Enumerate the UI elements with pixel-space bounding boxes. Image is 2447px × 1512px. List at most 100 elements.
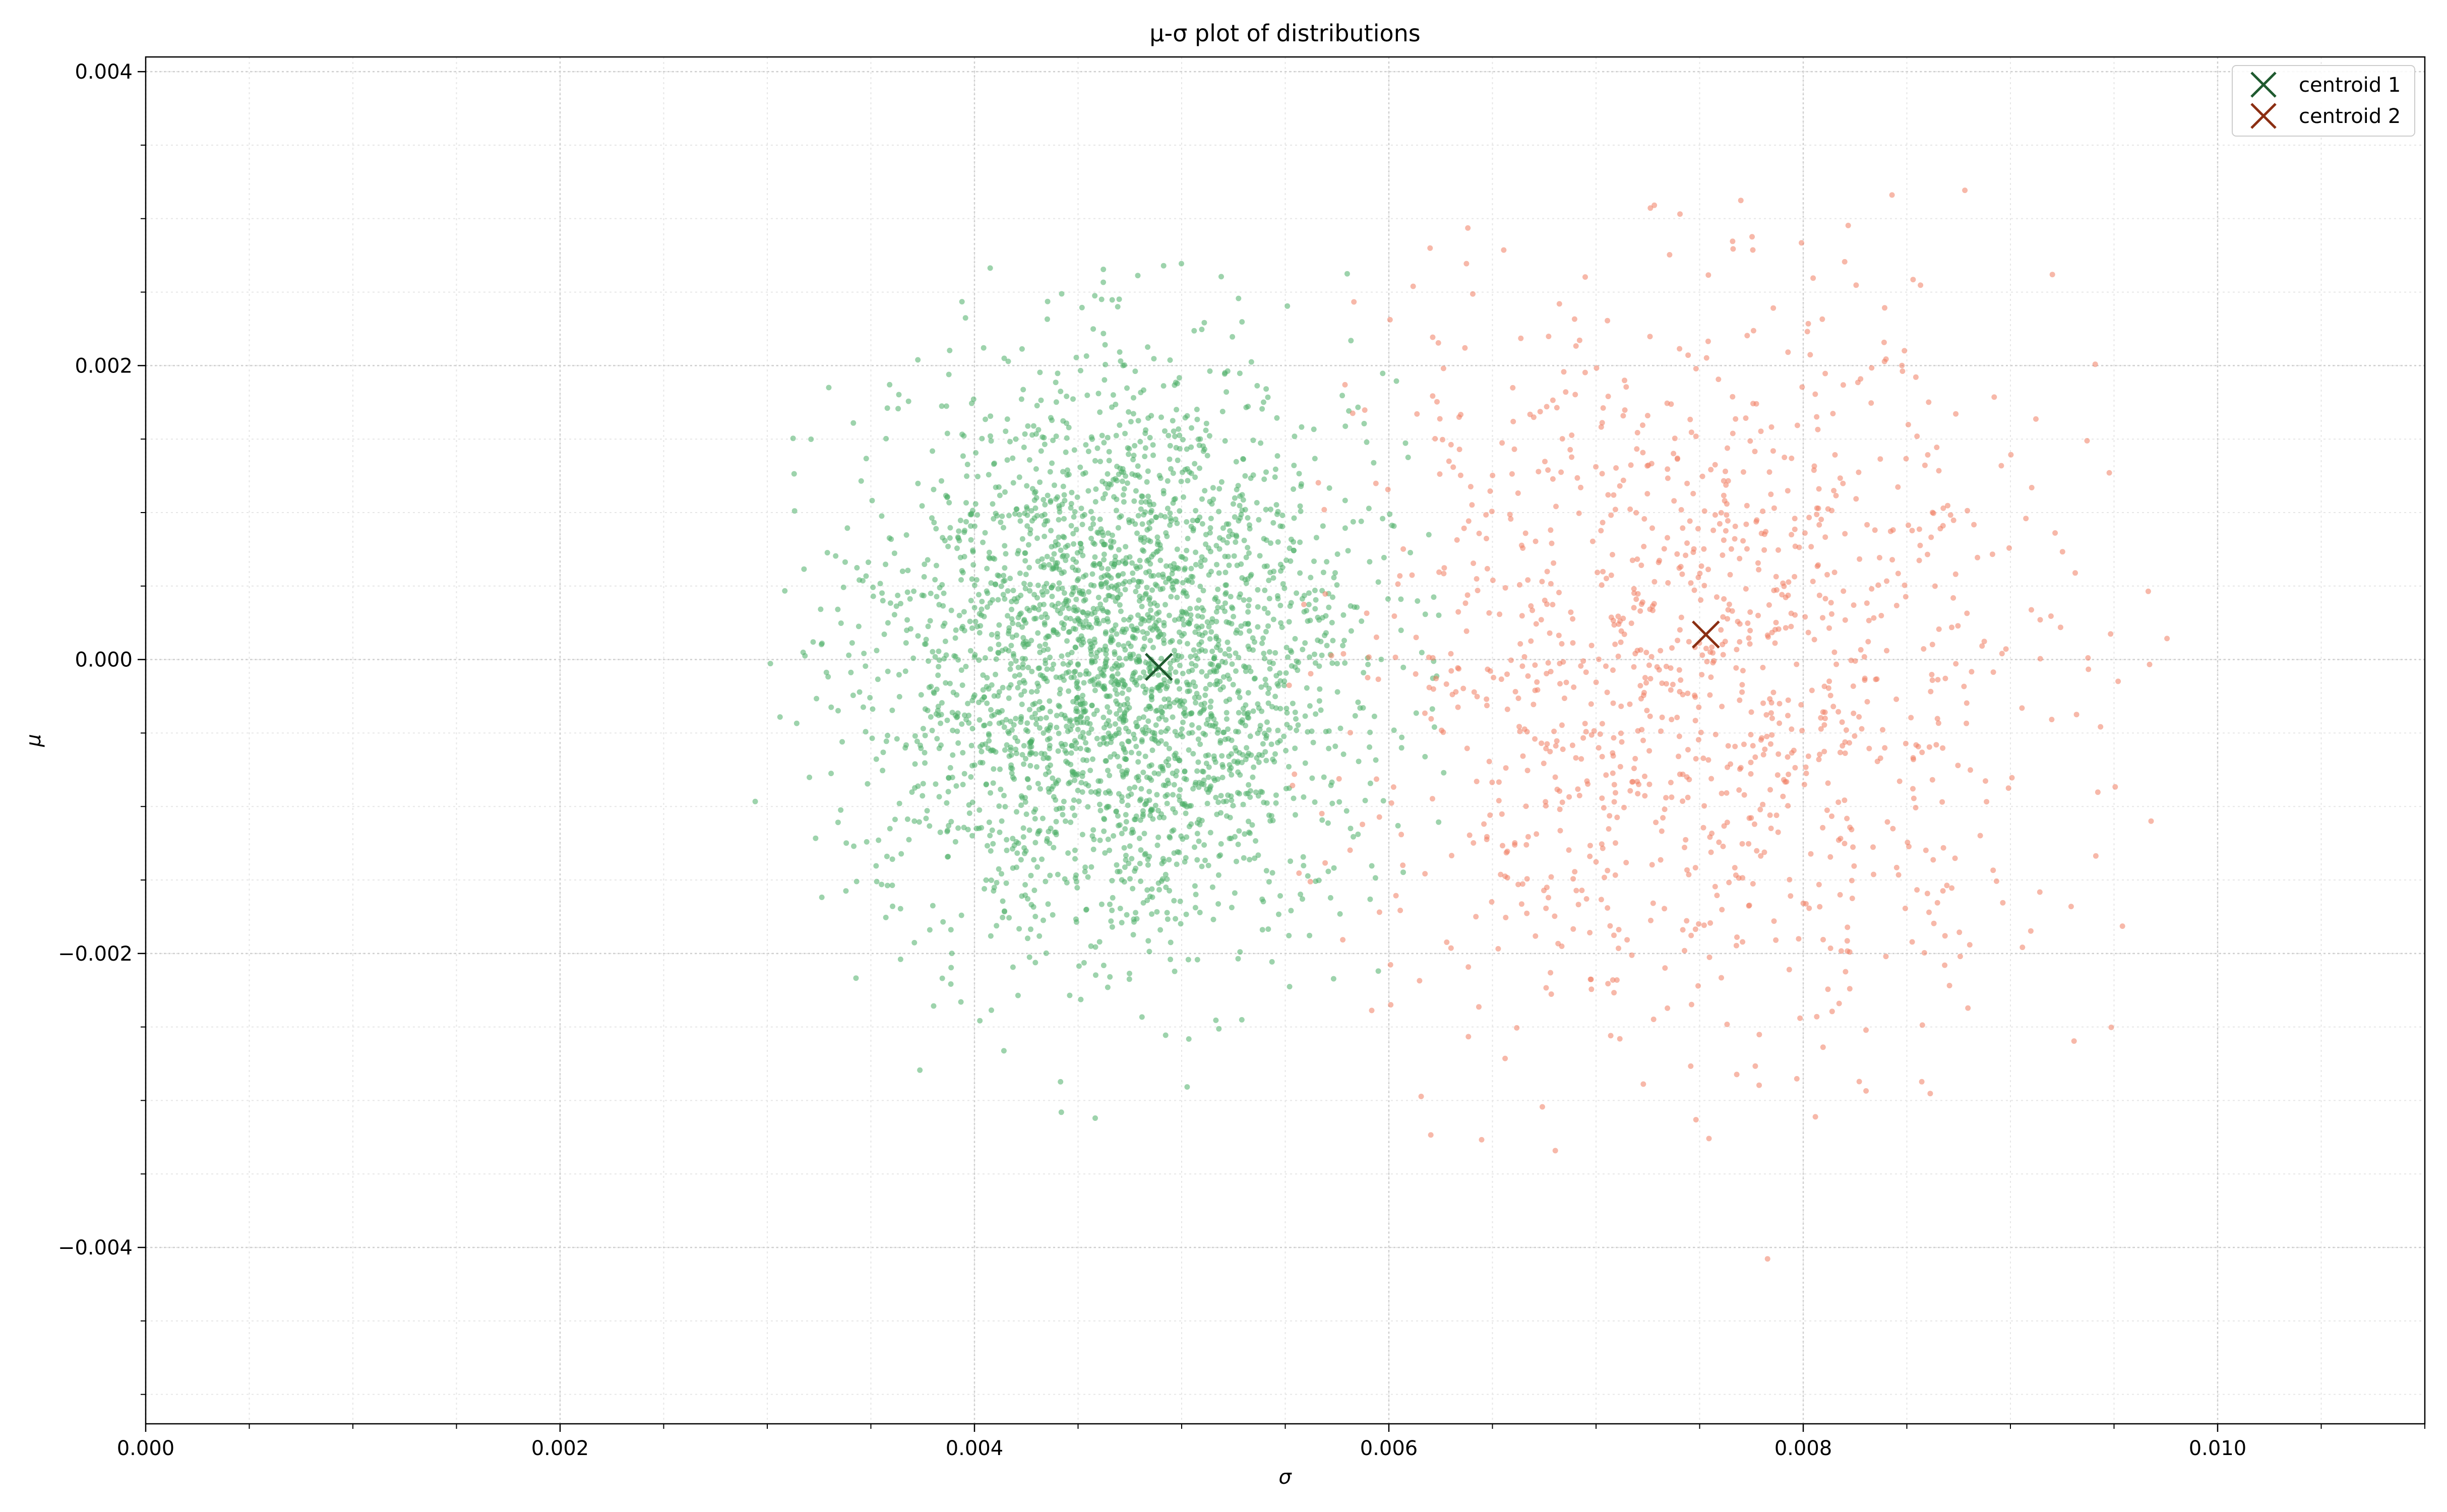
scatter-point (1185, 536, 1191, 541)
scatter-point (1036, 933, 1043, 939)
scatter-point (1929, 672, 1935, 677)
scatter-point (1925, 452, 1931, 458)
scatter-point (1825, 685, 1831, 691)
scatter-point (1554, 405, 1560, 411)
scatter-point (1206, 623, 1212, 629)
scatter-point (1588, 976, 1594, 982)
scatter-point (1127, 786, 1133, 792)
scatter-point (1045, 316, 1050, 322)
scatter-point (1111, 833, 1117, 839)
scatter-point (1543, 985, 1549, 991)
scatter-point (1041, 647, 1047, 653)
scatter-point (946, 371, 952, 377)
scatter-point (1105, 434, 1111, 440)
scatter-point (1721, 596, 1727, 602)
scatter-point (1232, 495, 1238, 501)
scatter-point (1701, 508, 1707, 514)
scatter-point (1588, 643, 1595, 649)
scatter-point (1172, 496, 1178, 502)
scatter-point (1964, 720, 1970, 726)
scatter-point (1929, 677, 1935, 683)
scatter-point (1010, 836, 1016, 842)
scatter-point (1222, 438, 1228, 444)
scatter-point (1167, 456, 1173, 462)
scatter-point (986, 738, 992, 744)
scatter-point (1754, 848, 1760, 854)
scatter-point (1120, 571, 1126, 577)
scatter-point (1710, 650, 1716, 656)
scatter-point (1770, 689, 1777, 696)
scatter-point (1311, 426, 1317, 432)
scatter-point (1020, 834, 1026, 840)
scatter-point (1119, 690, 1125, 696)
scatter-point (1080, 692, 1086, 699)
scatter-point (930, 448, 936, 454)
scatter-point (1264, 719, 1270, 725)
scatter-point (1061, 601, 1067, 607)
scatter-point (1083, 618, 1089, 624)
scatter-point (1053, 399, 1059, 405)
scatter-point (989, 632, 995, 638)
scatter-point (1205, 717, 1211, 723)
scatter-point (1334, 689, 1340, 695)
scatter-point (972, 523, 977, 529)
scatter-point (1820, 936, 1826, 942)
scatter-point (1174, 594, 1180, 600)
scatter-point (1659, 714, 1665, 720)
scatter-point (1158, 656, 1165, 662)
scatter-point (1551, 560, 1557, 566)
x-tick-label: 0.000 (117, 1437, 175, 1460)
scatter-point (1259, 640, 1265, 646)
scatter-point (1560, 659, 1566, 665)
scatter-point (1174, 546, 1180, 552)
scatter-point (1145, 557, 1151, 563)
scatter-points (752, 187, 2170, 1262)
scatter-point (1132, 443, 1138, 449)
scatter-point (1850, 844, 1856, 850)
scatter-point (1859, 726, 1865, 732)
scatter-point (1797, 1015, 1803, 1021)
scatter-point (997, 766, 1003, 772)
scatter-point (818, 606, 824, 612)
scatter-point (1194, 957, 1200, 963)
scatter-point (1101, 815, 1107, 822)
scatter-point (1171, 657, 1177, 663)
scatter-point (1144, 479, 1150, 485)
scatter-point (1139, 603, 1145, 609)
scatter-point (1840, 382, 1846, 388)
scatter-point (1071, 447, 1077, 453)
scatter-point (1259, 406, 1265, 412)
scatter-point (1583, 896, 1589, 902)
scatter-point (1523, 803, 1529, 809)
scatter-point (942, 639, 948, 644)
scatter-point (1190, 574, 1196, 580)
scatter-point (1142, 509, 1148, 515)
scatter-point (1730, 246, 1736, 252)
scatter-point (1365, 675, 1371, 680)
cluster-1-points (752, 261, 1447, 1121)
scatter-point (1185, 957, 1191, 963)
scatter-point (1600, 845, 1606, 851)
scatter-point (1569, 742, 1575, 748)
scatter-point (1002, 909, 1007, 915)
scatter-point (1342, 423, 1349, 429)
scatter-point (947, 525, 953, 531)
scatter-point (1554, 738, 1560, 744)
scatter-point (1642, 793, 1648, 799)
scatter-point (1221, 371, 1228, 377)
scatter-point (1013, 506, 1019, 512)
scatter-point (1768, 826, 1774, 832)
scatter-point (1043, 878, 1049, 885)
scatter-point (1138, 506, 1144, 512)
scatter-point (1016, 926, 1022, 932)
scatter-point (1743, 586, 1749, 592)
scatter-point (1173, 916, 1179, 922)
scatter-point (1670, 681, 1676, 687)
scatter-point (1712, 462, 1718, 468)
scatter-point (1354, 604, 1360, 610)
scatter-point (1106, 449, 1112, 455)
scatter-point (1306, 590, 1312, 596)
scatter-point (1631, 664, 1637, 670)
scatter-point (990, 841, 996, 847)
scatter-point (1277, 893, 1283, 899)
